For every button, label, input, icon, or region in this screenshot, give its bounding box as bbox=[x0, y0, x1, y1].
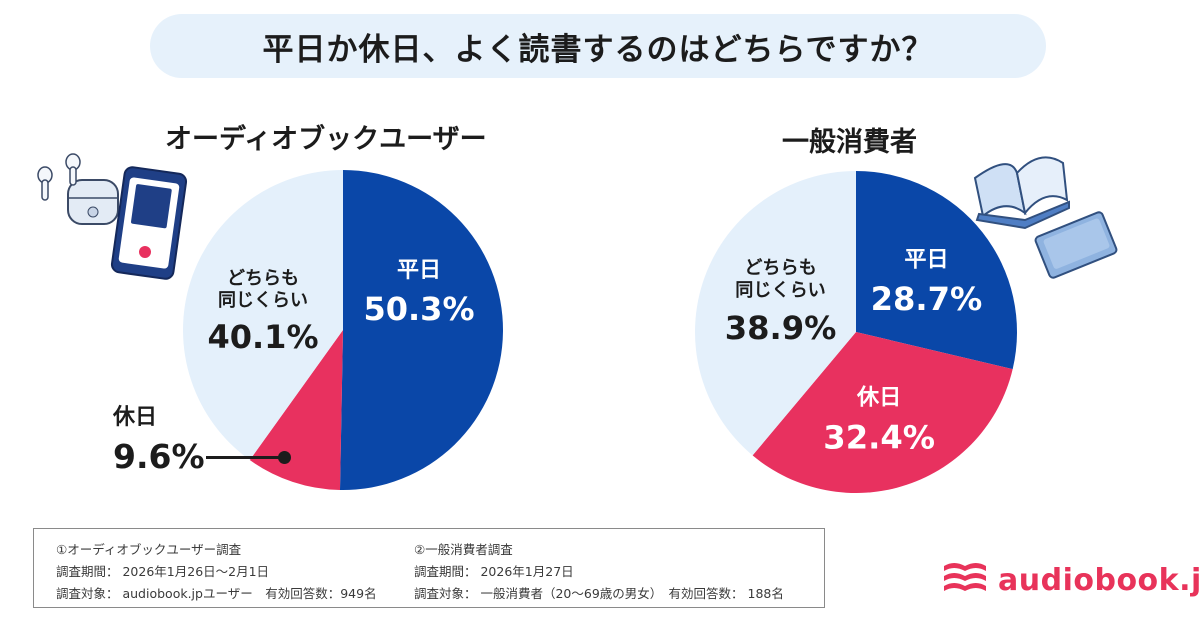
leader-dot bbox=[278, 451, 291, 464]
survey1-notes: ①オーディオブックユーザー調査 調査期間： 2026年1月26日〜2月1日 調査… bbox=[56, 539, 377, 605]
slice-holiday bbox=[249, 330, 343, 490]
smartphone-icon bbox=[110, 166, 188, 280]
slice-label-weekday: 平日 bbox=[397, 258, 441, 283]
slice-label-weekday: 平日 bbox=[904, 247, 948, 273]
pie-chart-audiobook-users: 平日 50.3% どちらも 同じくらい 40.1% bbox=[182, 170, 503, 490]
slice-both bbox=[695, 171, 856, 456]
pie-chart-general-consumers: 平日 28.7% 休日 32.4% どちらも 同じくらい 38.9% bbox=[695, 171, 1017, 493]
closed-book-icon bbox=[1034, 211, 1118, 279]
audiobook-logo-text: audiobook.jp bbox=[998, 562, 1200, 598]
slice-value-weekday: 50.3% bbox=[363, 290, 474, 328]
survey1-name: ①オーディオブックユーザー調査 bbox=[56, 542, 242, 557]
slice-label-both-line2: 同じくらい bbox=[735, 280, 826, 301]
survey2-name: ②一般消費者調査 bbox=[414, 542, 513, 557]
survey2-period: 調査期間： 2026年1月27日 bbox=[414, 564, 574, 579]
slice-value-both: 40.1% bbox=[207, 318, 318, 356]
slice-label-both-line1: どちらも bbox=[744, 258, 816, 279]
audiobook-logo-icon bbox=[944, 563, 986, 591]
earbud-icon bbox=[37, 153, 81, 201]
chart1-title: オーディオブックユーザー bbox=[165, 124, 487, 155]
slice-value-holiday-outside: 9.6% bbox=[113, 437, 205, 476]
slice-weekday bbox=[339, 170, 503, 490]
survey1-period: 調査期間： 2026年1月26日〜2月1日 bbox=[56, 564, 270, 579]
slice-holiday bbox=[752, 332, 1013, 493]
slice-label-holiday: 休日 bbox=[856, 384, 901, 410]
slice-value-both: 38.9% bbox=[725, 309, 837, 347]
earbuds-case-icon bbox=[67, 179, 119, 225]
survey1-target: 調査対象： audiobook.jpユーザー 有効回答数：949名 bbox=[56, 586, 377, 601]
survey2-notes: ②一般消費者調査 調査期間： 2026年1月27日 調査対象： 一般消費者（20… bbox=[414, 539, 784, 605]
chart2-title: 一般消費者 bbox=[782, 127, 917, 158]
slice-weekday bbox=[856, 171, 1017, 370]
survey2-target: 調査対象： 一般消費者（20〜69歳の男女） 有効回答数： 188名 bbox=[414, 586, 784, 601]
survey-notes: ①オーディオブックユーザー調査 調査期間： 2026年1月26日〜2月1日 調査… bbox=[33, 528, 825, 608]
slice-label-both-line1: どちらも bbox=[227, 268, 299, 289]
slice-both bbox=[182, 170, 343, 461]
audiobook-logo[interactable]: audiobook.jp bbox=[942, 560, 1200, 600]
leader-line bbox=[206, 456, 282, 459]
slice-label-holiday-outside: 休日 bbox=[113, 405, 158, 430]
books-illustration bbox=[973, 156, 1118, 279]
earbuds-and-phone-illustration bbox=[37, 153, 188, 280]
open-book-icon bbox=[973, 156, 1070, 230]
page-title: 平日か休日、よく読書するのはどちらですか？ bbox=[150, 14, 1046, 78]
slice-value-weekday: 28.7% bbox=[871, 280, 983, 318]
slice-value-holiday: 32.4% bbox=[823, 419, 935, 457]
slice-label-both-line2: 同じくらい bbox=[218, 290, 308, 311]
